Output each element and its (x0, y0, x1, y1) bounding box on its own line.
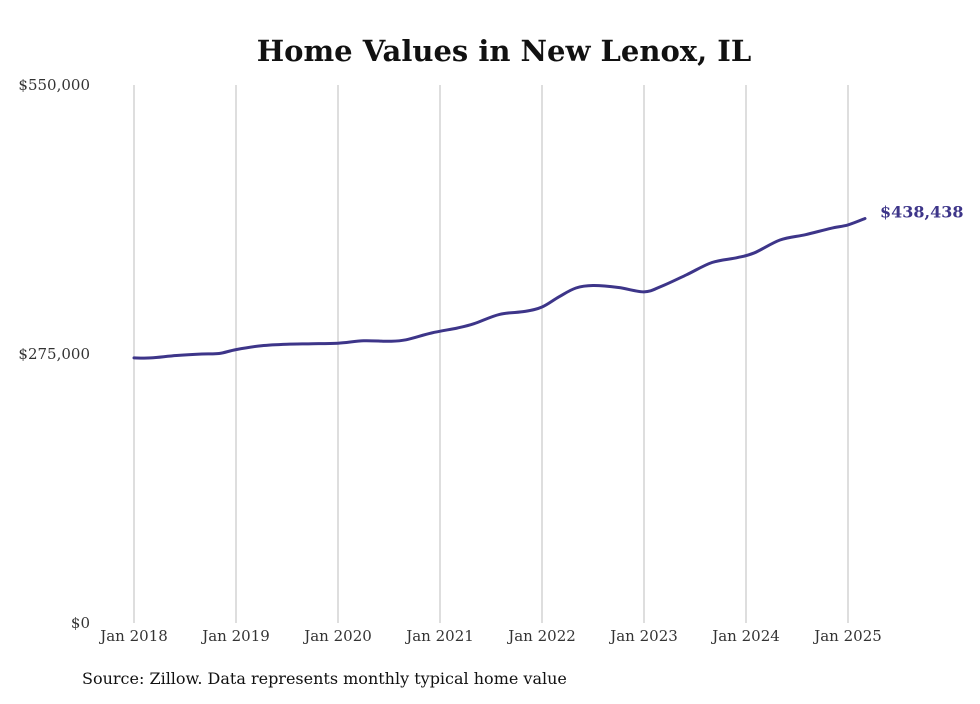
y-axis-tick-labels: $550,000 $275,000 $0 (18, 76, 90, 632)
y-tick-label: $275,000 (18, 345, 90, 363)
series-layer: $438,438 (132, 203, 964, 360)
y-tick-label: $0 (71, 614, 90, 632)
y-tick-label: $550,000 (18, 76, 90, 94)
x-tick-label: Jan 2024 (710, 627, 780, 645)
x-tick-label: Jan 2020 (302, 627, 372, 645)
x-axis-tick-labels: Jan 2018 Jan 2019 Jan 2020 Jan 2021 Jan 2022… (98, 627, 882, 645)
x-tick-label: Jan 2025 (812, 627, 882, 645)
end-value-label: $438,438 (880, 203, 964, 222)
x-tick-label: Jan 2023 (608, 627, 678, 645)
x-tick-label: Jan 2018 (98, 627, 168, 645)
x-tick-label: Jan 2022 (506, 627, 576, 645)
series-line (132, 217, 867, 360)
vertical-gridlines (133, 85, 849, 623)
chart-title: Home Values in New Lenox, IL (257, 34, 752, 68)
source-note: Source: Zillow. Data represents monthly … (82, 669, 567, 688)
x-tick-label: Jan 2019 (200, 627, 270, 645)
x-tick-label: Jan 2021 (404, 627, 474, 645)
